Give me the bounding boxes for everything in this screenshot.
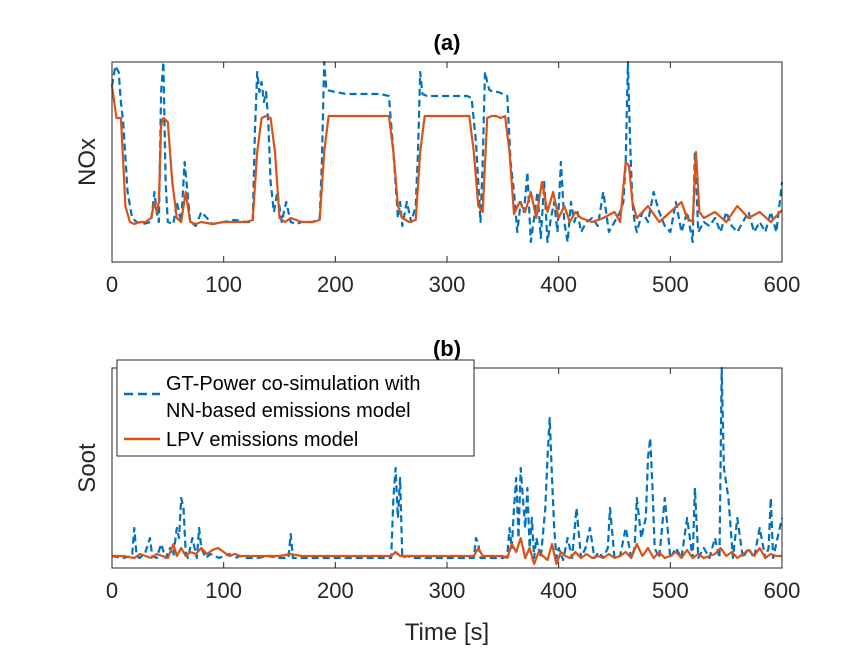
legend: GT-Power co-simulation with NN-based emi… — [116, 359, 475, 457]
x-tick-label-soot-0: 0 — [106, 578, 118, 603]
x-tick-label-nox-300: 300 — [429, 272, 466, 297]
x-tick-label-nox-0: 0 — [106, 272, 118, 297]
x-tick-label-nox-200: 200 — [317, 272, 354, 297]
plot-area-nox — [112, 62, 782, 262]
x-tick-label-nox-400: 400 — [540, 272, 577, 297]
series-line-soot-lpv — [112, 536, 782, 566]
panel-nox: 0 100 200 300 400 500 600 (a) NOx — [74, 30, 800, 297]
x-tick-label-soot-500: 500 — [652, 578, 689, 603]
series-line-soot-gt-power — [111, 366, 784, 562]
x-tick-label-soot-100: 100 — [205, 578, 242, 603]
x-tick-label-soot-200: 200 — [317, 578, 354, 603]
legend-label-gt-power-line2: NN-based emissions model — [166, 400, 411, 422]
x-tick-label-soot-400: 400 — [540, 578, 577, 603]
x-tick-label-nox-600: 600 — [764, 272, 801, 297]
chart-title-nox: (a) — [434, 30, 461, 55]
legend-box — [116, 359, 475, 457]
x-tick-label-nox-500: 500 — [652, 272, 689, 297]
series-line-nox-gt-power — [110, 60, 784, 244]
x-tick-label-soot-300: 300 — [429, 578, 466, 603]
legend-label-lpv: LPV emissions model — [166, 429, 358, 451]
x-tick-label-nox-100: 100 — [205, 272, 242, 297]
chart-title-soot: (b) — [433, 336, 461, 361]
panel-soot: 0 100 200 300 400 500 600 (b) Soot Time [s] GT… — [74, 336, 800, 646]
y-axis-label-soot: Soot — [74, 443, 101, 493]
x-axis-label: Time [s] — [405, 619, 489, 646]
x-tick-label-soot-600: 600 — [764, 578, 801, 603]
series-line-nox-lpv — [110, 85, 783, 226]
y-axis-label-nox: NOx — [74, 138, 101, 186]
legend-label-gt-power-line1: GT-Power co-simulation with — [166, 373, 421, 395]
